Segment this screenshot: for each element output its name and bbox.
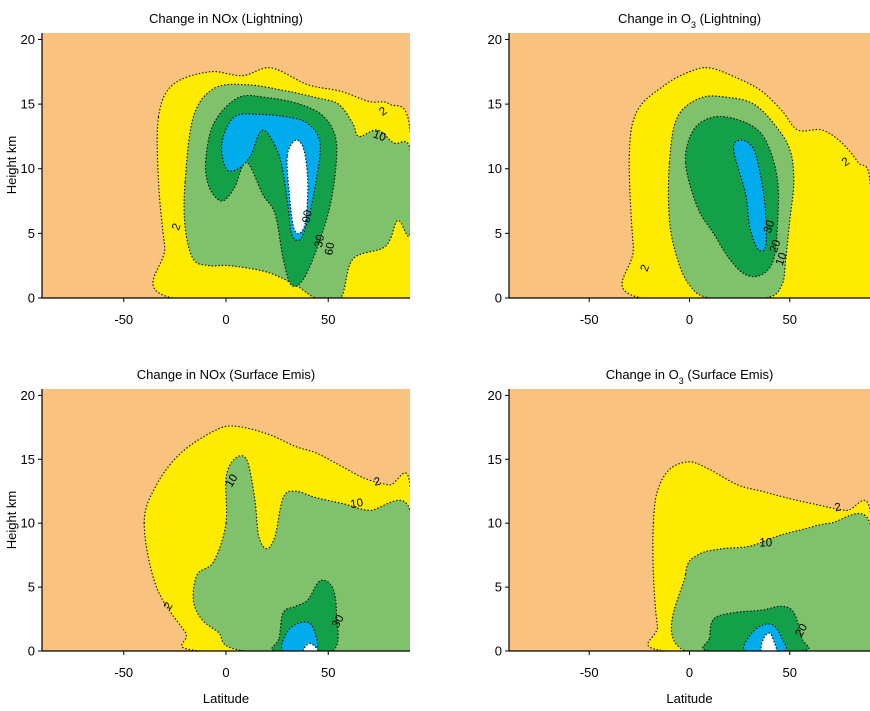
y-axis-label: Height km: [4, 491, 19, 550]
y-tick-label: 20: [21, 32, 35, 47]
y-tick-label: 0: [495, 291, 502, 306]
y-tick-label: 10: [21, 516, 35, 531]
contour-label: 10: [350, 497, 365, 511]
panel-title: Change in NOx (Lightning): [149, 11, 303, 26]
contour-panel-3: 10 2 10 2 30 0 5 10 15 20 -50 0 50 Change in NOx (Sur…: [21, 367, 410, 706]
x-tick-label: 0: [686, 312, 693, 327]
x-axis-label: Latitude: [666, 691, 712, 706]
contour-label: 10: [759, 538, 772, 550]
contour-label: 20: [793, 622, 810, 639]
contour-panel-4: 2 10 20 0 5 10 15 20 -50 0 50 Change in O3 (Surface…: [488, 367, 870, 706]
y-tick-label: 15: [21, 452, 35, 467]
contour-label: 10: [371, 129, 387, 145]
y-tick-label: 15: [488, 452, 502, 467]
x-tick-label: 0: [222, 312, 229, 327]
y-tick-label: 0: [28, 644, 35, 659]
y-tick-label: 0: [495, 644, 502, 659]
y-tick-label: 20: [488, 32, 502, 47]
contour-label: 10: [774, 251, 790, 267]
x-tick-label: 0: [222, 665, 229, 680]
contour-label: 60: [323, 242, 337, 257]
contour-label: 30: [762, 219, 778, 235]
x-tick-label: -50: [114, 312, 133, 327]
y-tick-label: 5: [28, 226, 35, 241]
panel-title: Change in NOx (Surface Emis): [137, 367, 315, 382]
contour-label: 2: [162, 600, 176, 612]
y-tick-label: 5: [495, 226, 502, 241]
y-tick-label: 20: [488, 388, 502, 403]
y-tick-label: 20: [21, 388, 35, 403]
contour-region-30: [733, 139, 768, 252]
x-tick-label: 50: [321, 665, 335, 680]
contour-label: 2: [170, 222, 183, 232]
y-tick-label: 5: [495, 580, 502, 595]
contour-label: 30: [330, 613, 347, 630]
panel-title: Change in O3 (Lightning): [618, 11, 761, 30]
x-tick-label: -50: [580, 665, 599, 680]
x-tick-label: 50: [321, 312, 335, 327]
y-tick-label: 10: [21, 161, 35, 176]
plot-area: 10 2 10 2 30: [42, 389, 410, 651]
y-tick-label: 0: [28, 291, 35, 306]
contour-region-90: [302, 642, 319, 651]
y-tick-label: 15: [21, 97, 35, 112]
x-tick-label: 50: [783, 312, 797, 327]
panel-title: Change in O3 (Surface Emis): [606, 367, 774, 386]
y-tick-label: 10: [488, 161, 502, 176]
x-tick-label: 50: [783, 665, 797, 680]
contour-label: 2: [834, 501, 842, 514]
y-axis-label: Height km: [4, 136, 19, 195]
contour-label: 90: [301, 209, 315, 224]
contour-label: 10: [224, 472, 241, 489]
y-tick-label: 15: [488, 97, 502, 112]
plot-area: 2 10 20: [509, 389, 870, 651]
contour-label: 20: [768, 238, 784, 254]
x-tick-label: 0: [686, 665, 693, 680]
contour-label: 30: [313, 234, 327, 249]
x-tick-label: -50: [580, 312, 599, 327]
contour-label: 2: [639, 263, 652, 273]
y-tick-label: 5: [28, 580, 35, 595]
contour-label: 2: [373, 476, 381, 489]
contour-region-90: [760, 632, 777, 651]
contour-region-90: [286, 139, 309, 235]
y-tick-label: 10: [488, 516, 502, 531]
x-axis-label: Latitude: [203, 691, 249, 706]
x-tick-label: -50: [114, 665, 133, 680]
contour-region-10: [192, 455, 410, 651]
